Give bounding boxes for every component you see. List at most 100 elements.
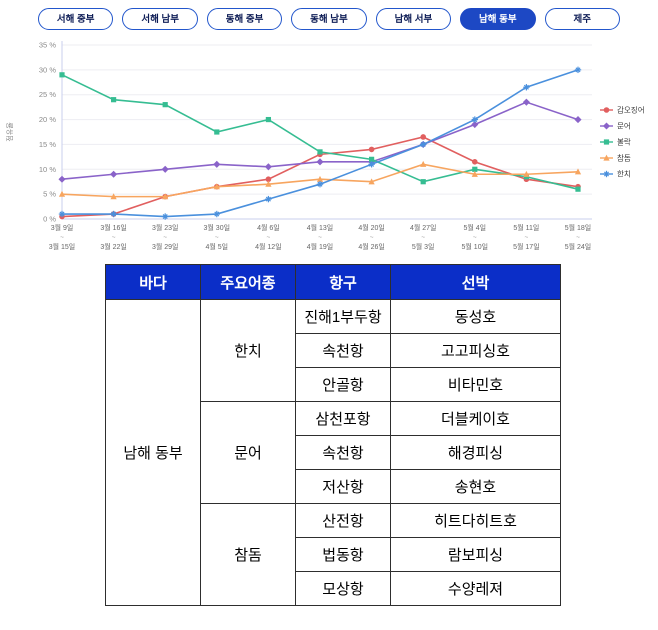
x-tick-separator: ~ (473, 234, 477, 241)
port-cell: 삼천포항 (295, 401, 391, 436)
circle-marker (368, 146, 375, 153)
region-tabs: 서해 중부 서해 남부 동해 중부 동해 남부 남해 서부 남해 동부 제주 (0, 0, 658, 30)
square-marker (111, 97, 117, 103)
ship-cell: 비타민호 (390, 367, 561, 402)
table-header-cell: 항구 (295, 264, 391, 300)
table-header-cell: 주요어종 (200, 264, 296, 300)
star-marker (265, 195, 272, 203)
square-marker (265, 116, 271, 123)
x-tick-separator: ~ (60, 234, 64, 241)
port-cell: 법동항 (295, 537, 391, 572)
region-tab-3[interactable]: 동해 남부 (291, 8, 367, 30)
triangle-marker (603, 154, 610, 161)
region-tab-6[interactable]: 제주 (544, 8, 620, 30)
region-tab-0[interactable]: 서해 중부 (38, 8, 114, 30)
port-cell: 진해1부두항 (295, 299, 391, 334)
y-tick-label: 5 % (43, 190, 56, 199)
x-tick-end: 4월 12일 (255, 242, 282, 251)
x-tick-start: 4월 20일 (358, 223, 385, 232)
port-ship-table: 바다 주요어종 항구 선박 남해 동부 한치 진해1부두항 동성호 속천항 고고피싱호 안골항 비타… (105, 264, 561, 606)
table-row: 속천항 해경피싱 (106, 435, 561, 470)
diamond-marker (58, 175, 66, 183)
port-cell: 산전항 (295, 503, 391, 538)
x-tick-end: 4월 5일 (205, 242, 228, 251)
x-tick-end: 3월 29일 (152, 242, 179, 251)
x-tick-start: 3월 30일 (204, 223, 231, 232)
diamond-marker (161, 165, 169, 173)
square-marker (317, 149, 323, 155)
ship-cell: 동성호 (390, 299, 561, 334)
ship-cell: 고고피싱호 (390, 333, 561, 368)
star-marker (471, 116, 478, 123)
table-row: 모상항 수양레져 (106, 571, 561, 606)
square-marker (603, 139, 610, 145)
region-tab-5[interactable]: 남해 동부 (460, 8, 536, 30)
diamond-marker (264, 163, 272, 171)
triangle-marker (420, 160, 427, 167)
x-tick-start: 5월 4일 (463, 223, 486, 232)
x-tick-start: 5월 11일 (513, 223, 539, 232)
x-tick-separator: ~ (525, 234, 529, 241)
y-tick-label: 15 % (39, 140, 56, 149)
share-line-chart: 점유율 0 % 5 % 10 % 15 % 20 % 25 % 30 % 35 % 3월 9일 ~… (6, 41, 645, 252)
legend-item-1[interactable]: 문어 (600, 121, 631, 131)
x-tick-start: 4월 27일 (410, 223, 437, 232)
y-tick-label: 30 % (39, 65, 56, 74)
table-row: 저산항 송현호 (106, 469, 561, 504)
legend-label: 참돔 (617, 153, 631, 163)
x-tick-separator: ~ (370, 234, 374, 241)
species-cell: 참돔 (200, 503, 296, 606)
region-tab-4[interactable]: 남해 서부 (375, 8, 452, 30)
triangle-marker (368, 178, 375, 185)
x-tick-end: 5월 10일 (462, 242, 489, 251)
star-marker (603, 170, 610, 178)
ship-cell: 히트다히트호 (390, 503, 561, 538)
port-cell: 속천항 (295, 435, 391, 470)
region-tab-2[interactable]: 동해 중부 (206, 8, 283, 30)
legend-item-2[interactable]: 볼락 (600, 138, 631, 147)
legend-item-4[interactable]: 한치 (600, 170, 631, 179)
y-tick-label: 0 % (43, 215, 56, 224)
legend-item-0[interactable]: 갑오징어 (600, 105, 645, 115)
diamond-marker (213, 160, 221, 168)
x-tick-end: 3월 15일 (49, 242, 76, 251)
legend-item-3[interactable]: 참돔 (600, 153, 631, 163)
legend-label: 한치 (617, 170, 631, 179)
table-row: 남해 동부 한치 진해1부두항 동성호 (105, 299, 561, 606)
x-tick-start: 4월 6일 (257, 223, 280, 232)
x-tick-separator: ~ (267, 234, 271, 241)
diamond-marker (110, 170, 118, 178)
table-header-cell: 바다 (105, 264, 201, 300)
square-marker (575, 186, 581, 192)
x-tick-end: 5월 24일 (565, 242, 592, 251)
triangle-marker (213, 183, 220, 190)
x-tick-separator: ~ (163, 234, 167, 241)
square-marker (214, 129, 220, 135)
diamond-marker (471, 121, 479, 129)
star-marker (213, 210, 220, 218)
circle-marker (420, 134, 427, 140)
table-section: 바다 주요어종 항구 선박 남해 동부 한치 진해1부두항 동성호 속천항 고고피싱호 안골항 비타… (105, 264, 658, 606)
triangle-marker (471, 170, 478, 177)
y-tick-label: 25 % (39, 90, 56, 99)
port-cell: 모상항 (295, 571, 391, 606)
port-cell: 안골항 (295, 367, 391, 402)
y-tick-label: 10 % (39, 165, 56, 174)
square-marker (472, 166, 478, 172)
diamond-marker (316, 158, 324, 166)
circle-marker (603, 107, 610, 113)
region-tab-1[interactable]: 서해 남부 (122, 8, 198, 30)
legend-label: 문어 (617, 121, 631, 131)
star-marker (368, 161, 375, 168)
table-row: 안골항 비타민호 (106, 367, 561, 402)
circle-marker (472, 159, 478, 165)
x-tick-end: 4월 19일 (307, 242, 334, 251)
port-cell: 저산항 (295, 469, 391, 504)
square-marker (59, 72, 65, 78)
circle-marker (265, 176, 272, 183)
x-tick-end: 3월 22일 (100, 242, 127, 251)
diamond-marker (522, 98, 530, 106)
x-tick-separator: ~ (576, 234, 580, 241)
ship-cell: 더블케이호 (390, 401, 561, 436)
triangle-marker (265, 180, 272, 187)
